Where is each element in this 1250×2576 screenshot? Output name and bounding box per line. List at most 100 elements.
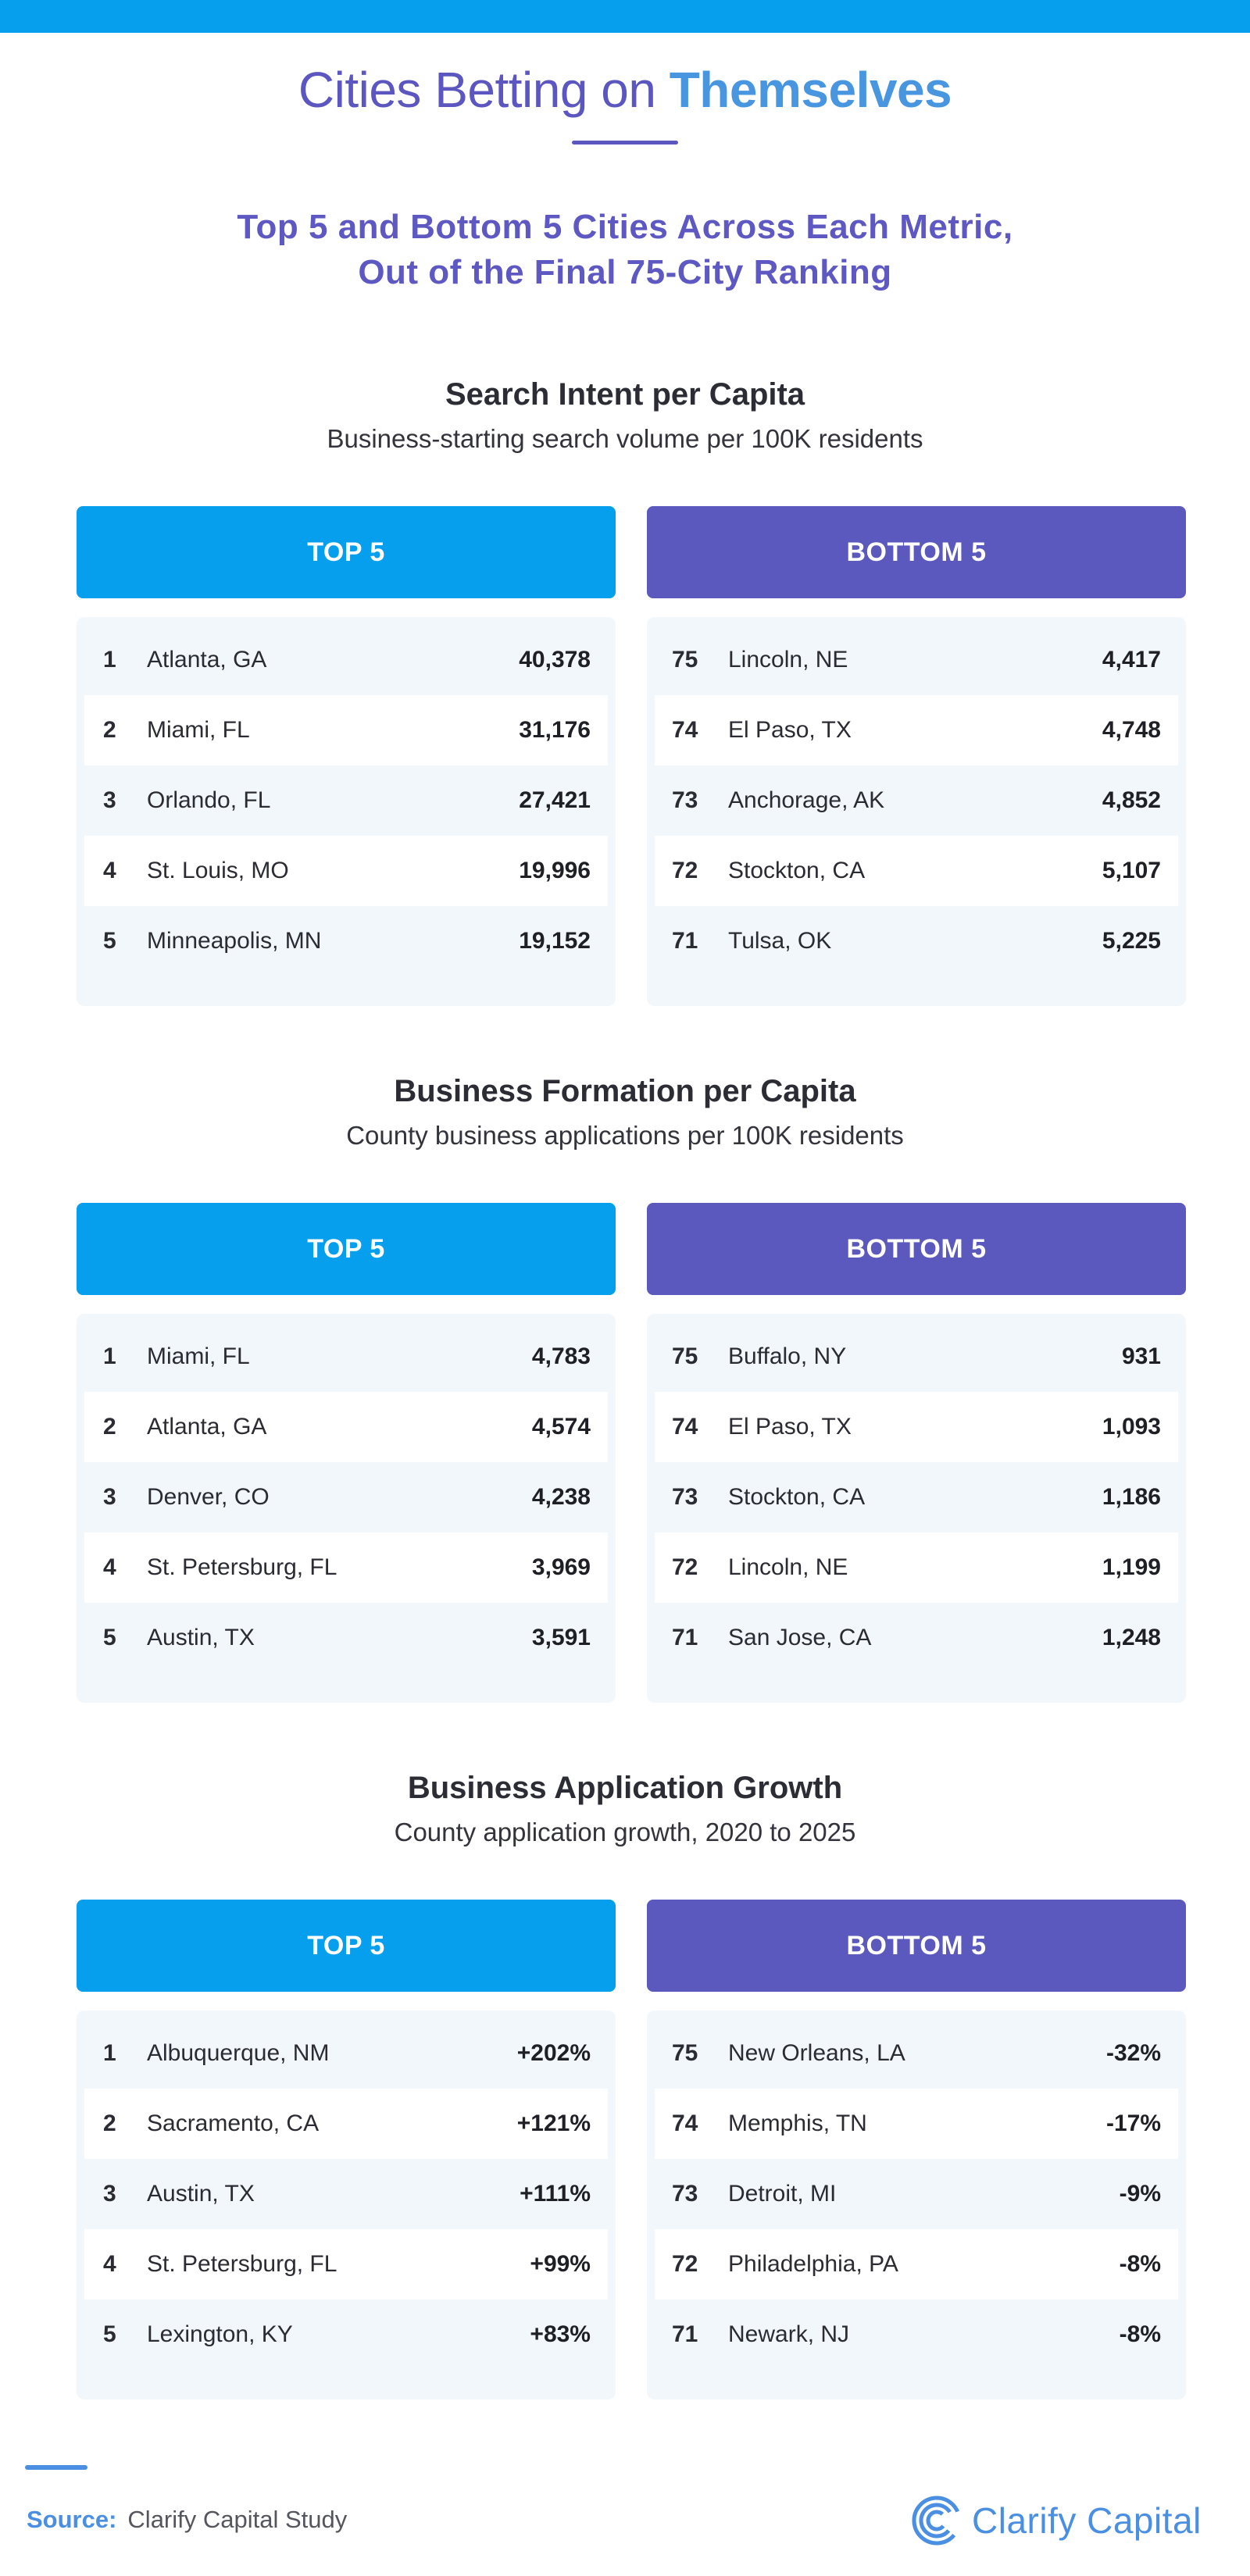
- city-name: New Orleans, LA: [728, 2040, 905, 2066]
- rank-number: 1: [103, 647, 116, 673]
- rank-number: 71: [672, 1625, 698, 1650]
- list-item: 3 Orlando, FL 27,421: [84, 765, 608, 836]
- list-item: 4 St. Petersburg, FL 3,969: [84, 1532, 608, 1603]
- list-item: 2 Atlanta, GA 4,574: [84, 1392, 608, 1462]
- bottom-5-list: 75 Lincoln, NE 4,417 74 El Paso, TX 4,748 73 An…: [647, 617, 1186, 1006]
- rank-number: 1: [103, 1343, 116, 1369]
- city-name: Stockton, CA: [728, 1484, 866, 1510]
- rank-number: 72: [672, 2251, 698, 2277]
- title-main: Cities Betting on: [298, 62, 656, 118]
- rank-number: 5: [103, 1625, 116, 1650]
- list-item: 2 Sacramento, CA +121%: [84, 2089, 608, 2159]
- rank-number: 3: [103, 787, 116, 813]
- top-5-header: TOP 5: [77, 1900, 616, 1992]
- top-5-list: 1 Miami, FL 4,783 2 Atlanta, GA 4,574 3 Denver,…: [77, 1314, 616, 1703]
- rank-number: 73: [672, 1484, 698, 1510]
- list-item: 73 Anchorage, AK 4,852: [655, 765, 1178, 836]
- list-item: 74 El Paso, TX 4,748: [655, 695, 1178, 765]
- list-item: 74 El Paso, TX 1,093: [655, 1392, 1178, 1462]
- metric-value: -8%: [1119, 2321, 1161, 2347]
- metric-value: 931: [1121, 1343, 1161, 1369]
- list-item: 75 Buffalo, NY 931: [655, 1322, 1178, 1392]
- rank-number: 72: [672, 858, 698, 883]
- metric-value: -8%: [1119, 2251, 1161, 2277]
- rank-number: 2: [103, 1414, 116, 1440]
- section-subtitle: Business-starting search volume per 100K…: [327, 424, 923, 453]
- metric-value: +121%: [516, 2110, 591, 2136]
- city-name: Sacramento, CA: [147, 2110, 320, 2136]
- top-5-column: TOP 5 1 Miami, FL 4,783 2 Atlanta, GA 4,574 3 D…: [77, 1203, 616, 1703]
- metric-value: -17%: [1105, 2110, 1161, 2136]
- rank-number: 72: [672, 1554, 698, 1580]
- list-item: 1 Miami, FL 4,783: [84, 1322, 608, 1392]
- list-item: 2 Miami, FL 31,176: [84, 695, 608, 765]
- page-subtitle: Top 5 and Bottom 5 Cities Across Each Me…: [0, 205, 1250, 295]
- city-name: Albuquerque, NM: [147, 2040, 330, 2066]
- top-5-list: 1 Atlanta, GA 40,378 2 Miami, FL 31,176 3 Orlan…: [77, 617, 616, 1006]
- top-5-header: TOP 5: [77, 1203, 616, 1295]
- rank-number: 5: [103, 2321, 116, 2347]
- rank-number: 3: [103, 2181, 116, 2207]
- city-name: Miami, FL: [147, 717, 250, 743]
- top-color-bar: [0, 0, 1250, 33]
- top-5-header: TOP 5: [77, 506, 616, 598]
- list-item: 73 Stockton, CA 1,186: [655, 1462, 1178, 1532]
- section-subtitle: County business applications per 100K re…: [346, 1121, 904, 1150]
- metric-value: -9%: [1119, 2181, 1161, 2207]
- city-name: St. Petersburg, FL: [147, 2251, 338, 2277]
- rank-number: 4: [103, 2251, 116, 2277]
- city-name: St. Louis, MO: [147, 858, 289, 883]
- list-item: 75 New Orleans, LA -32%: [655, 2018, 1178, 2089]
- rank-number: 75: [672, 647, 698, 673]
- bottom-5-header: BOTTOM 5: [647, 1900, 1186, 1992]
- city-name: El Paso, TX: [728, 717, 852, 743]
- city-name: Newark, NJ: [728, 2321, 850, 2347]
- metric-value: 3,969: [531, 1554, 591, 1580]
- rank-number: 73: [672, 2181, 698, 2207]
- top-5-column: TOP 5 1 Albuquerque, NM +202% 2 Sacramento, …: [77, 1900, 616, 2399]
- rank-number: 71: [672, 2321, 698, 2347]
- city-name: San Jose, CA: [728, 1625, 872, 1650]
- metric-value: 27,421: [519, 787, 591, 813]
- metric-value: 3,591: [531, 1625, 591, 1650]
- rank-number: 4: [103, 858, 116, 883]
- metric-value: 5,107: [1102, 858, 1161, 883]
- section-title: Search Intent per Capita: [445, 377, 805, 412]
- metric-value: 1,093: [1102, 1414, 1161, 1440]
- metric-value: -32%: [1105, 2040, 1161, 2066]
- list-item: 5 Austin, TX 3,591: [84, 1603, 608, 1673]
- top-5-column: TOP 5 1 Atlanta, GA 40,378 2 Miami, FL 31,176…: [77, 506, 616, 1006]
- city-name: St. Petersburg, FL: [147, 1554, 338, 1580]
- city-name: Orlando, FL: [147, 787, 271, 813]
- brand-name: Clarify Capital: [972, 2500, 1202, 2541]
- subtitle-line-2: Out of the Final 75-City Ranking: [358, 253, 892, 291]
- city-name: Lexington, KY: [147, 2321, 293, 2347]
- list-item: 71 Newark, NJ -8%: [655, 2299, 1178, 2370]
- metric-value: +99%: [530, 2251, 591, 2277]
- top-5-list: 1 Albuquerque, NM +202% 2 Sacramento, CA +121…: [77, 2010, 616, 2399]
- title-accent: Themselves: [669, 62, 952, 118]
- source-text: Clarify Capital Study: [127, 2506, 348, 2533]
- list-item: 71 San Jose, CA 1,248: [655, 1603, 1178, 1673]
- city-name: Detroit, MI: [728, 2181, 837, 2207]
- list-item: 4 St. Petersburg, FL +99%: [84, 2229, 608, 2299]
- list-item: 75 Lincoln, NE 4,417: [655, 625, 1178, 695]
- metric-value: 1,199: [1102, 1554, 1161, 1580]
- city-name: Philadelphia, PA: [728, 2251, 898, 2277]
- metric-value: +202%: [516, 2040, 591, 2066]
- rank-number: 1: [103, 2040, 116, 2066]
- bottom-5-list: 75 Buffalo, NY 931 74 El Paso, TX 1,093 73 Stoc…: [647, 1314, 1186, 1703]
- metric-value: 4,748: [1102, 717, 1161, 743]
- rank-number: 5: [103, 928, 116, 954]
- rank-number: 73: [672, 787, 698, 813]
- list-item: 71 Tulsa, OK 5,225: [655, 906, 1178, 976]
- section-title: Business Formation per Capita: [394, 1074, 856, 1108]
- metric-value: 31,176: [519, 717, 591, 743]
- metric-value: 4,852: [1102, 787, 1161, 813]
- list-item: 72 Stockton, CA 5,107: [655, 836, 1178, 906]
- city-name: Austin, TX: [147, 1625, 255, 1650]
- rank-number: 75: [672, 1343, 698, 1369]
- rank-number: 2: [103, 717, 116, 743]
- rank-number: 3: [103, 1484, 116, 1510]
- bottom-5-list: 75 New Orleans, LA -32% 74 Memphis, TN -17% 73…: [647, 2010, 1186, 2399]
